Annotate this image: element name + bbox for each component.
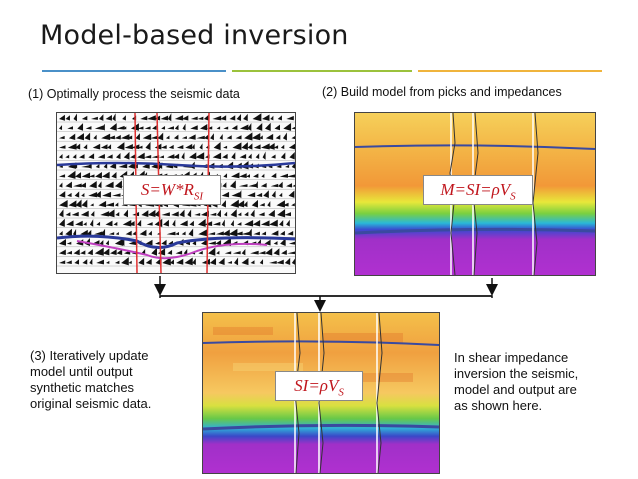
output-caption-line: model until output (30, 364, 133, 379)
slide-title: Model-based inversion (40, 20, 349, 51)
note-line: as shown here. (454, 398, 543, 413)
output-panel: SI=ρVS (202, 312, 440, 474)
title-rule-orange (418, 70, 602, 72)
seismic-caption: (1) Optimally process the seismic data (28, 87, 240, 101)
title-rule-blue (42, 70, 226, 72)
output-caption-line: synthetic matches (30, 380, 135, 395)
seismic-panel: S=W*RSI (56, 112, 296, 274)
model-panel: M=SI=ρVS (354, 112, 596, 276)
output-equation: SI=ρVS (275, 371, 363, 401)
output-caption-line: original seismic data. (30, 396, 152, 411)
note-line: In shear impedance (454, 350, 569, 365)
seismic-equation: S=W*RSI (123, 175, 221, 205)
model-equation: M=SI=ρVS (423, 175, 533, 205)
note-line: inversion the seismic, (454, 366, 579, 381)
shear-impedance-note: In shear impedance inversion the seismic… (454, 350, 578, 414)
model-caption: (2) Build model from picks and impedance… (322, 85, 562, 99)
output-caption-line: (3) Iteratively update (30, 348, 149, 363)
title-rule-green (232, 70, 412, 72)
note-line: model and output are (454, 382, 577, 397)
output-caption: (3) Iteratively update model until outpu… (30, 348, 151, 412)
